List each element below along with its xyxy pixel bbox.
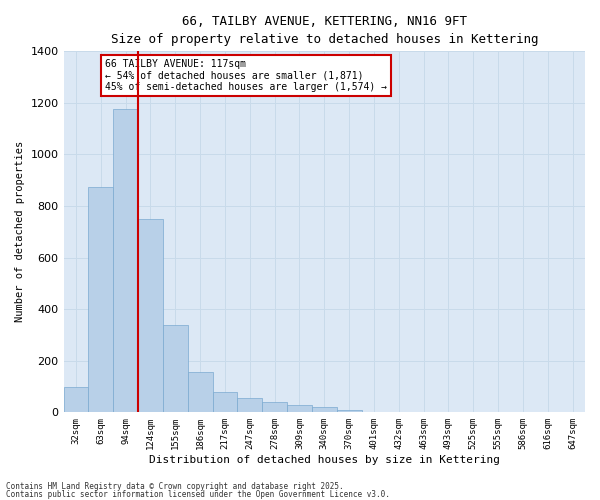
- Text: Contains public sector information licensed under the Open Government Licence v3: Contains public sector information licen…: [6, 490, 390, 499]
- Bar: [88, 186, 113, 412]
- Title: 66, TAILBY AVENUE, KETTERING, NN16 9FT
Size of property relative to detached hou: 66, TAILBY AVENUE, KETTERING, NN16 9FT S…: [110, 15, 538, 46]
- Text: Contains HM Land Registry data © Crown copyright and database right 2025.: Contains HM Land Registry data © Crown c…: [6, 482, 344, 491]
- Bar: [312, 407, 337, 412]
- X-axis label: Distribution of detached houses by size in Kettering: Distribution of detached houses by size …: [149, 455, 500, 465]
- Bar: [163, 324, 188, 412]
- Bar: [337, 410, 362, 412]
- Bar: [287, 404, 312, 412]
- Bar: [238, 398, 262, 412]
- Y-axis label: Number of detached properties: Number of detached properties: [15, 141, 25, 322]
- Bar: [262, 402, 287, 412]
- Text: 66 TAILBY AVENUE: 117sqm
← 54% of detached houses are smaller (1,871)
45% of sem: 66 TAILBY AVENUE: 117sqm ← 54% of detach…: [105, 58, 387, 92]
- Bar: [212, 392, 238, 412]
- Bar: [113, 110, 138, 412]
- Bar: [188, 372, 212, 412]
- Bar: [64, 386, 88, 412]
- Bar: [138, 219, 163, 412]
